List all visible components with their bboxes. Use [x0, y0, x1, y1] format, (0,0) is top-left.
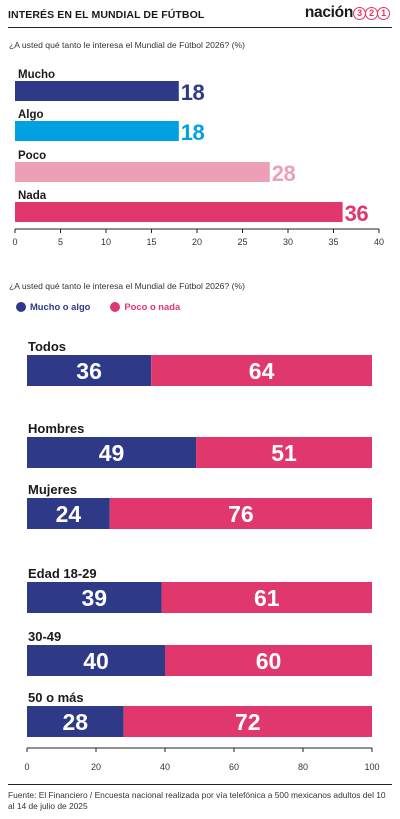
row-category-label: 30-49: [28, 629, 61, 644]
chart2-legend: Mucho o algo Poco o nada: [16, 301, 200, 312]
data-label: 51: [271, 440, 297, 466]
chart1-question: ¿A usted qué tanto le interesa el Mundia…: [9, 40, 245, 50]
bar: [15, 162, 270, 182]
legend-dot-icon: [110, 301, 121, 312]
bar: [15, 121, 179, 141]
bar-category-label: Mucho: [18, 69, 55, 81]
brand-digit: 1: [377, 6, 390, 20]
bar-segment-poco-nada: [161, 582, 372, 613]
bar-category-label: Algo: [18, 109, 44, 121]
x-tick-label: 60: [229, 762, 239, 772]
data-label: 61: [254, 585, 280, 611]
x-tick-label: 0: [12, 237, 17, 247]
bar-segment-poco-nada: [123, 706, 372, 737]
x-tick-label: 40: [160, 762, 170, 772]
data-label: 40: [83, 648, 109, 674]
data-label: 49: [99, 440, 125, 466]
page-title: INTERÉS EN EL MUNDIAL DE FÚTBOL: [8, 9, 205, 21]
bar-segment-mucho-algo: [27, 355, 152, 386]
bar-segment-poco-nada: [109, 498, 373, 529]
row-category-label: Todos: [28, 339, 66, 354]
x-tick-label: 20: [91, 762, 101, 772]
x-tick-label: 0: [24, 762, 29, 772]
x-tick-label: 35: [328, 237, 338, 247]
bar-segment-mucho-algo: [27, 582, 162, 613]
data-label: 36: [76, 358, 102, 384]
x-tick-label: 80: [298, 762, 308, 772]
bar: [15, 202, 343, 222]
x-tick-label: 100: [364, 762, 379, 772]
x-tick-label: 40: [374, 237, 384, 247]
header-divider: [8, 27, 392, 28]
chart1-svg: Mucho 18 Algo 18 Poco 28 Nada 36 0 5 10 15 20 25 30 35 4…: [12, 69, 384, 247]
bar-segment-mucho-algo: [27, 498, 110, 529]
data-label: 28: [272, 161, 296, 186]
bar: [15, 81, 179, 101]
data-label: 24: [56, 501, 82, 527]
row-category-label: Edad 18-29: [28, 566, 97, 581]
brand-logo: nación 3 2 1: [305, 4, 390, 22]
legend-item-mucho-algo: Mucho o algo: [16, 301, 90, 312]
data-label: 60: [256, 648, 282, 674]
legend-label: Poco o nada: [124, 301, 181, 312]
data-label: 39: [81, 585, 107, 611]
data-label: 28: [63, 709, 89, 735]
data-label: 18: [181, 120, 205, 145]
x-tick-label: 20: [192, 237, 202, 247]
bar-segment-poco-nada: [151, 355, 372, 386]
x-tick-label: 10: [101, 237, 111, 247]
bar-segment-poco-nada: [196, 437, 372, 468]
data-label: 36: [345, 201, 369, 226]
x-tick-label: 30: [283, 237, 293, 247]
bar-segment-mucho-algo: [27, 645, 165, 676]
chart2-question: ¿A usted qué tanto le interesa el Mundia…: [9, 281, 245, 291]
data-label: 64: [249, 358, 275, 384]
data-label: 18: [181, 80, 205, 105]
legend-label: Mucho o algo: [30, 301, 91, 312]
row-category-label: Mujeres: [28, 482, 77, 497]
data-label: 72: [235, 709, 261, 735]
brand-text: nación: [304, 4, 353, 21]
bar-segment-mucho-algo: [27, 706, 124, 737]
legend-item-poco-nada: Poco o nada: [110, 301, 180, 312]
data-label: 76: [228, 501, 254, 527]
bar-segment-poco-nada: [165, 645, 372, 676]
row-category-label: Hombres: [28, 421, 84, 436]
source-note: Fuente: El Financiero / Encuesta naciona…: [8, 790, 386, 811]
x-tick-label: 15: [146, 237, 156, 247]
x-tick-label: 25: [237, 237, 247, 247]
bar-category-label: Nada: [18, 190, 47, 202]
row-category-label: 50 o más: [28, 690, 84, 705]
bar-segment-mucho-algo: [27, 437, 197, 468]
footer-divider: [8, 784, 392, 785]
bar-category-label: Poco: [18, 150, 46, 162]
x-tick-label: 5: [58, 237, 63, 247]
legend-dot-icon: [16, 301, 26, 312]
